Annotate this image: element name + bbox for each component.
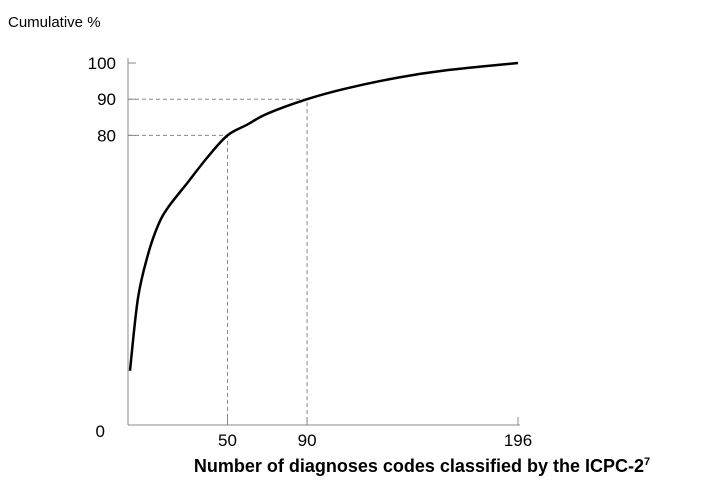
- x-tick-label: 90: [298, 431, 317, 450]
- x-axis-label-sup: 7: [644, 456, 650, 468]
- guide-line: [128, 134, 228, 425]
- y-tick-label: 0: [96, 422, 105, 441]
- y-tick-label: 100: [88, 54, 116, 73]
- x-tick-label: 196: [504, 431, 532, 450]
- guide-line: [128, 98, 308, 425]
- x-axis-label-text: Number of diagnoses codes classified by …: [194, 456, 644, 476]
- curve: [128, 61, 519, 371]
- y-axis-label: Cumulative %: [8, 14, 101, 31]
- y-tick-label: 90: [97, 90, 116, 109]
- y-tick-label: 80: [97, 126, 116, 145]
- x-axis-label: Number of diagnoses codes classified by …: [194, 456, 650, 476]
- x-tick-label: 50: [218, 431, 237, 450]
